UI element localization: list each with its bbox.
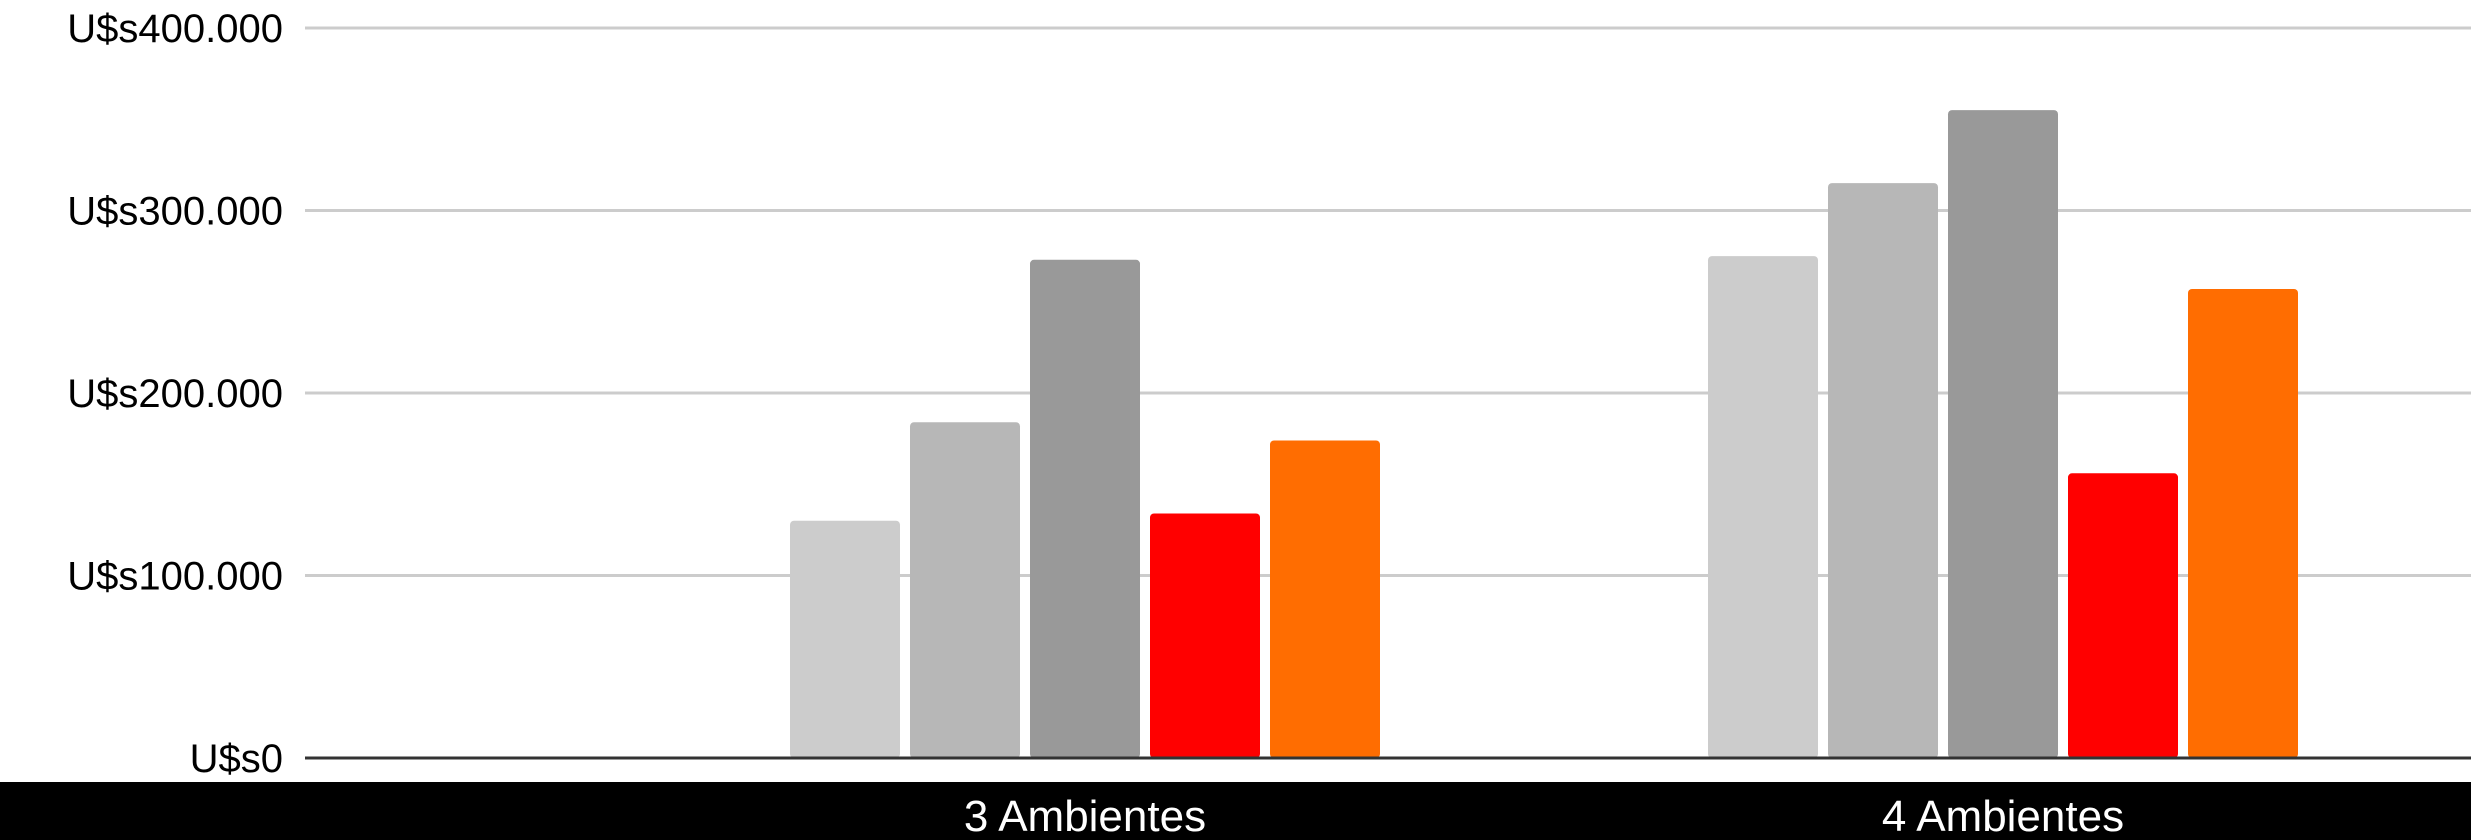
y-tick-label: U$s0 — [190, 737, 283, 781]
bar — [1030, 259, 1140, 758]
y-tick-label: U$s300.000 — [67, 190, 283, 234]
x-category-label: 4 Ambientes — [1882, 792, 2124, 840]
y-tick-label: U$s100.000 — [67, 555, 283, 599]
x-category-label: 3 Ambientes — [964, 792, 1206, 840]
y-tick-label: U$s400.000 — [67, 7, 283, 51]
bars — [790, 110, 2298, 758]
y-axis: U$s0 U$s100.000 U$s200.000 U$s300.000 U$s400… — [67, 7, 283, 781]
bar — [2188, 288, 2298, 758]
bar — [1828, 183, 1938, 758]
x-axis: 3 Ambientes 4 Ambientes — [0, 756, 2471, 840]
bar — [790, 520, 900, 758]
bar — [1948, 110, 2058, 758]
bar — [910, 422, 1020, 758]
bar — [1270, 440, 1380, 758]
bar — [2068, 473, 2178, 758]
x-axis-band — [0, 782, 2471, 840]
bar — [1150, 513, 1260, 758]
bar — [1708, 256, 1818, 758]
y-tick-label: U$s200.000 — [67, 372, 283, 416]
